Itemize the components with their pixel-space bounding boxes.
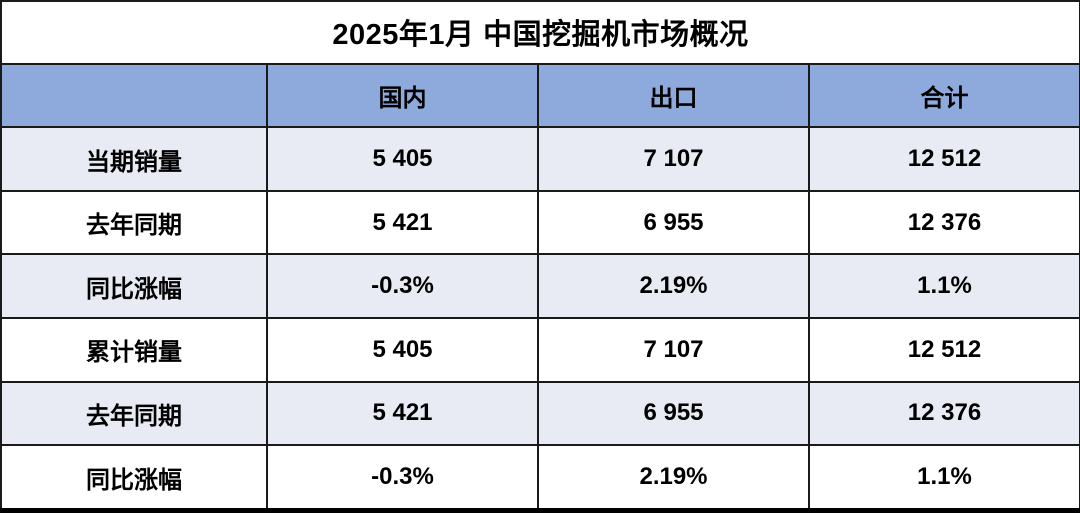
column-header-export: 出口 xyxy=(537,62,810,129)
table-row-last-year-period: 去年同期 5 421 6 955 12 376 xyxy=(0,189,1080,256)
cell-export: 7 107 xyxy=(537,126,810,192)
cell-export: 6 955 xyxy=(537,189,810,256)
table-row-yoy-change-cumulative: 同比涨幅 -0.3% 2.19% 1.1% xyxy=(0,444,1080,512)
cell-domestic: 5 421 xyxy=(266,380,539,447)
cell-total: 1.1% xyxy=(807,444,1080,512)
table-row-current-sales: 当期销量 5 405 7 107 12 512 xyxy=(0,126,1080,192)
cell-domestic: -0.3% xyxy=(266,444,539,512)
cell-total: 1.1% xyxy=(807,253,1080,320)
cell-total: 12 376 xyxy=(807,189,1080,256)
page-title: 2025年1月 中国挖掘机市场概况 xyxy=(0,0,1080,65)
table-row-cumulative-sales: 累计销量 5 405 7 107 12 512 xyxy=(0,317,1080,383)
row-label: 当期销量 xyxy=(0,126,268,192)
cell-domestic: 5 405 xyxy=(266,317,539,383)
cell-domestic: -0.3% xyxy=(266,253,539,320)
column-header-total: 合计 xyxy=(807,62,1080,129)
row-label: 去年同期 xyxy=(0,380,268,447)
table-row-yoy-change: 同比涨幅 -0.3% 2.19% 1.1% xyxy=(0,253,1080,320)
cell-total: 12 512 xyxy=(807,317,1080,383)
cell-total: 12 376 xyxy=(807,380,1080,447)
row-label: 去年同期 xyxy=(0,189,268,256)
column-header-blank xyxy=(0,62,268,129)
cell-export: 2.19% xyxy=(537,444,810,512)
cell-export: 2.19% xyxy=(537,253,810,320)
table-header-row: 国内 出口 合计 xyxy=(0,62,1080,129)
cell-export: 7 107 xyxy=(537,317,810,383)
cell-export: 6 955 xyxy=(537,380,810,447)
row-label: 同比涨幅 xyxy=(0,444,268,512)
row-label: 同比涨幅 xyxy=(0,253,268,320)
cell-domestic: 5 405 xyxy=(266,126,539,192)
table-title-row: 2025年1月 中国挖掘机市场概况 xyxy=(0,0,1080,65)
cell-domestic: 5 421 xyxy=(266,189,539,256)
column-header-domestic: 国内 xyxy=(266,62,539,129)
row-label: 累计销量 xyxy=(0,317,268,383)
cell-total: 12 512 xyxy=(807,126,1080,192)
table-row-last-year-period-cumulative: 去年同期 5 421 6 955 12 376 xyxy=(0,380,1080,447)
